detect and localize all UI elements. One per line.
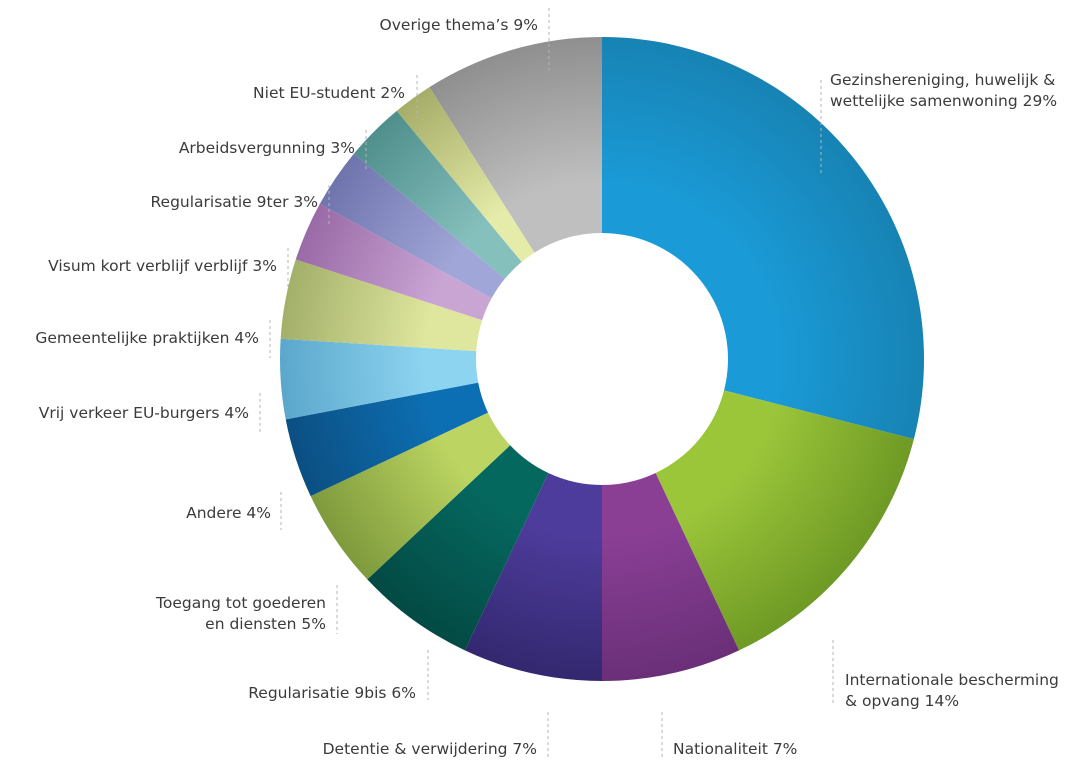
slice-labels: Gezinshereniging, huwelijk & wettelijke s…	[35, 16, 1059, 758]
slice-label: Niet EU-student 2%	[253, 84, 405, 102]
slice-toegang-tot-goederen-en-diensten	[310, 412, 511, 580]
slice-label: Gemeentelijke praktijken 4%	[35, 329, 259, 347]
slice-label: Arbeidsvergunning 3%	[179, 139, 355, 157]
leader-lines	[259, 8, 834, 758]
slice-nationaliteit	[602, 473, 740, 681]
slice-label: Overige thema’s 9%	[380, 16, 538, 34]
slice-label: Nationaliteit 7%	[673, 740, 797, 758]
slice-label: Vrij verkeer EU-burgers 4%	[39, 404, 249, 422]
donut-slices	[280, 37, 925, 681]
slice-vrij-verkeer-eu-burgers	[280, 338, 479, 420]
slice-andere	[285, 382, 488, 497]
slice-regularisatie-9bis	[367, 445, 549, 651]
slice-arbeidsvergunning	[353, 110, 522, 279]
slice-label: Regularisatie 9ter 3%	[150, 193, 318, 211]
slice-niet-eu-student	[396, 87, 535, 262]
slice-label: Toegang tot goederen en diensten 5%	[155, 594, 326, 633]
slice-label: Visum kort verblijf verblijf 3%	[48, 257, 277, 275]
slice-label: Internationale bescherming & opvang 14%	[845, 671, 1059, 710]
slice-label: Gezinshereniging, huwelijk & wettelijke s…	[830, 71, 1057, 110]
slice-detentie-verwijdering	[464, 473, 602, 681]
slice-internationale-bescherming-opvang	[655, 390, 914, 651]
slice-visum-kort-verblijf-verblijf	[295, 203, 492, 321]
slice-regularisatie-9ter	[319, 153, 505, 299]
slice-gezinshereniging-huwelijk-wettelijke-samenwoning	[602, 37, 925, 440]
slice-label: Andere 4%	[186, 504, 271, 522]
slice-overige-thema-s	[429, 37, 602, 253]
slice-label: Detentie & verwijdering 7%	[323, 740, 537, 758]
slice-gemeentelijke-praktijken	[280, 259, 483, 352]
slice-label: Regularisatie 9bis 6%	[248, 684, 416, 702]
